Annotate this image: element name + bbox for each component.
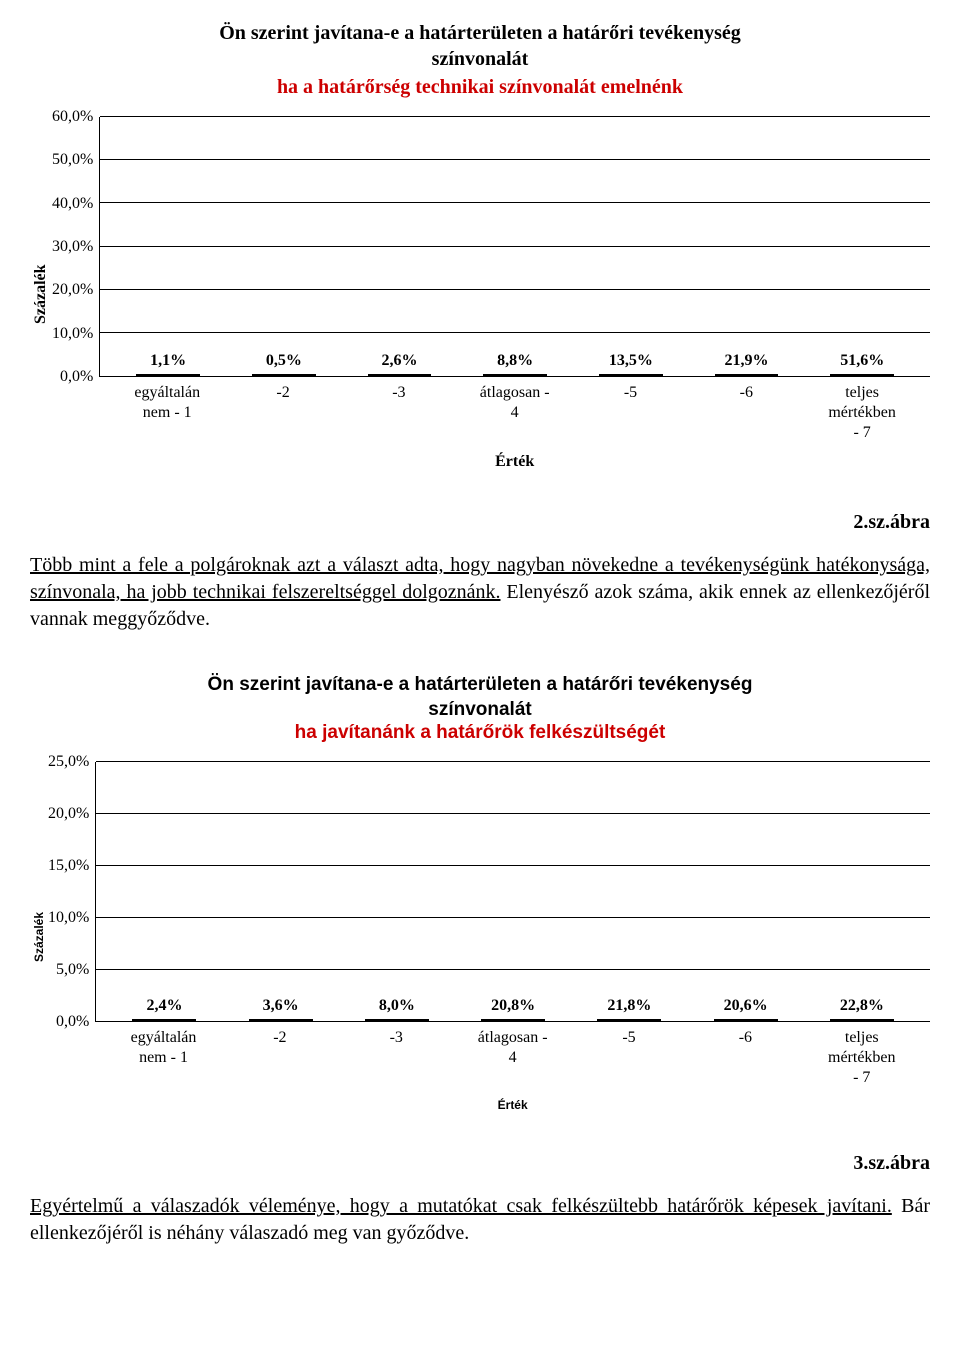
x-category-label: -2 bbox=[225, 383, 341, 443]
bar-value-label: 21,8% bbox=[607, 997, 651, 1015]
gridline bbox=[100, 332, 930, 333]
bar-slot: 51,6% bbox=[804, 352, 920, 376]
chart2-plot: 2,4% 3,6% 8,0% 20,8% 21,8% 20,6% 22,8% bbox=[95, 762, 930, 1022]
bar-value-label: 20,6% bbox=[724, 997, 768, 1015]
bar bbox=[368, 374, 432, 376]
bar-value-label: 8,8% bbox=[497, 352, 533, 370]
bar-value-label: 22,8% bbox=[840, 997, 884, 1015]
x-category-label: -5 bbox=[571, 1028, 687, 1088]
chart2-plot-outer: 2,4% 3,6% 8,0% 20,8% 21,8% 20,6% 22,8% egyálta… bbox=[95, 762, 930, 1112]
gridline bbox=[96, 917, 930, 918]
gridline bbox=[100, 246, 930, 247]
x-category-label: teljesmértékben- 7 bbox=[804, 1028, 920, 1088]
bar-slot: 20,6% bbox=[688, 997, 804, 1021]
x-category-label: átlagosan -4 bbox=[454, 1028, 570, 1088]
gridline bbox=[100, 289, 930, 290]
gridline bbox=[100, 159, 930, 160]
chart-2: Ön szerint javítana-e a határterületen a… bbox=[30, 673, 930, 1112]
bar bbox=[830, 1019, 894, 1021]
chart2-title-line2: színvonalát bbox=[428, 699, 531, 720]
gridline bbox=[96, 865, 930, 866]
bar-value-label: 20,8% bbox=[491, 997, 535, 1015]
bar bbox=[249, 1019, 313, 1021]
x-category-label: -3 bbox=[338, 1028, 454, 1088]
bar bbox=[714, 1019, 778, 1021]
chart2-title: Ön szerint javítana-e a határterületen a… bbox=[30, 673, 930, 722]
bar-slot: 0,5% bbox=[226, 352, 342, 376]
gridline bbox=[96, 813, 930, 814]
paragraph-1: Több mint a fele a polgároknak azt a vál… bbox=[30, 552, 930, 633]
chart2-ylabel: Százalék bbox=[30, 762, 48, 1112]
bar-value-label: 2,4% bbox=[146, 997, 182, 1015]
chart1-subtitle: ha a határőrség technikai színvonalát em… bbox=[30, 76, 930, 99]
bar bbox=[136, 374, 200, 376]
chart1-xlabel: Érték bbox=[99, 453, 930, 471]
gridline bbox=[96, 969, 930, 970]
bar-slot: 8,8% bbox=[457, 352, 573, 376]
bar bbox=[481, 1019, 545, 1021]
x-category-label: egyáltalánnem - 1 bbox=[109, 383, 225, 443]
x-category-label: -5 bbox=[573, 383, 689, 443]
gridline bbox=[100, 116, 930, 117]
x-category-label: -6 bbox=[688, 383, 804, 443]
bar-value-label: 0,5% bbox=[266, 352, 302, 370]
chart1-plot-outer: 1,1% 0,5% 2,6% 8,8% 13,5% 21,9% 51,6% egyáltal… bbox=[99, 117, 930, 471]
gridline bbox=[96, 761, 930, 762]
x-category-label: -3 bbox=[341, 383, 457, 443]
bar-slot: 21,9% bbox=[689, 352, 805, 376]
bar-value-label: 1,1% bbox=[150, 352, 186, 370]
chart1-ylabel: Százalék bbox=[30, 117, 52, 471]
chart1-wrap: Százalék 60,0%50,0%40,0%30,0%20,0%10,0%0… bbox=[30, 117, 930, 471]
chart1-xcats: egyáltalánnem - 1-2-3átlagosan -4-5-6tel… bbox=[99, 377, 930, 443]
paragraph-2: Egyértelmű a válaszadók véleménye, hogy … bbox=[30, 1193, 930, 1247]
bar bbox=[132, 1019, 196, 1021]
bar-slot: 2,4% bbox=[106, 997, 222, 1021]
chart1-plot: 1,1% 0,5% 2,6% 8,8% 13,5% 21,9% 51,6% bbox=[99, 117, 930, 377]
bar-value-label: 3,6% bbox=[263, 997, 299, 1015]
bar-slot: 13,5% bbox=[573, 352, 689, 376]
bar-value-label: 8,0% bbox=[379, 997, 415, 1015]
chart1-yticks: 60,0%50,0%40,0%30,0%20,0%10,0%0,0% bbox=[52, 117, 99, 377]
chart1-title-line2: színvonalát bbox=[432, 48, 529, 70]
bar-slot: 20,8% bbox=[455, 997, 571, 1021]
bar-value-label: 21,9% bbox=[725, 352, 769, 370]
chart2-subtitle: ha javítanánk a határőrök felkészültségé… bbox=[30, 722, 930, 744]
bar bbox=[715, 374, 779, 376]
chart2-xlabel: Érték bbox=[95, 1098, 930, 1112]
bar bbox=[599, 374, 663, 376]
bar-slot: 2,6% bbox=[342, 352, 458, 376]
x-category-label: -2 bbox=[222, 1028, 338, 1088]
bar-slot: 22,8% bbox=[804, 997, 920, 1021]
x-category-label: egyáltalánnem - 1 bbox=[105, 1028, 221, 1088]
fig-ref-2: 3.sz.ábra bbox=[30, 1152, 930, 1175]
gridline bbox=[100, 202, 930, 203]
chart2-yticks: 25,0%20,0%15,0%10,0%5,0%0,0% bbox=[48, 762, 95, 1022]
bar bbox=[597, 1019, 661, 1021]
bar-slot: 3,6% bbox=[223, 997, 339, 1021]
chart2-title-line1: Ön szerint javítana-e a határterületen a… bbox=[208, 674, 753, 695]
chart1-title: Ön szerint javítana-e a határterületen a… bbox=[30, 20, 930, 72]
bar-slot: 8,0% bbox=[339, 997, 455, 1021]
bar-value-label: 2,6% bbox=[382, 352, 418, 370]
chart1-title-line1: Ön szerint javítana-e a határterületen a… bbox=[219, 22, 741, 44]
bar-slot: 21,8% bbox=[571, 997, 687, 1021]
bar bbox=[483, 374, 547, 376]
bar bbox=[365, 1019, 429, 1021]
fig-ref-1: 2.sz.ábra bbox=[30, 511, 930, 534]
bar bbox=[830, 374, 894, 376]
chart2-wrap: Százalék 25,0%20,0%15,0%10,0%5,0%0,0% 2,… bbox=[30, 762, 930, 1112]
x-category-label: -6 bbox=[687, 1028, 803, 1088]
chart2-xcats: egyáltalánnem - 1-2-3átlagosan -4-5-6tel… bbox=[95, 1022, 930, 1088]
bar-value-label: 51,6% bbox=[840, 352, 884, 370]
x-category-label: átlagosan -4 bbox=[457, 383, 573, 443]
bar bbox=[252, 374, 316, 376]
bar-slot: 1,1% bbox=[110, 352, 226, 376]
para2-underlined: Egyértelmű a válaszadók véleménye, hogy … bbox=[30, 1195, 892, 1217]
bar-value-label: 13,5% bbox=[609, 352, 653, 370]
x-category-label: teljesmértékben- 7 bbox=[804, 383, 920, 443]
chart-1: Ön szerint javítana-e a határterületen a… bbox=[30, 20, 930, 471]
